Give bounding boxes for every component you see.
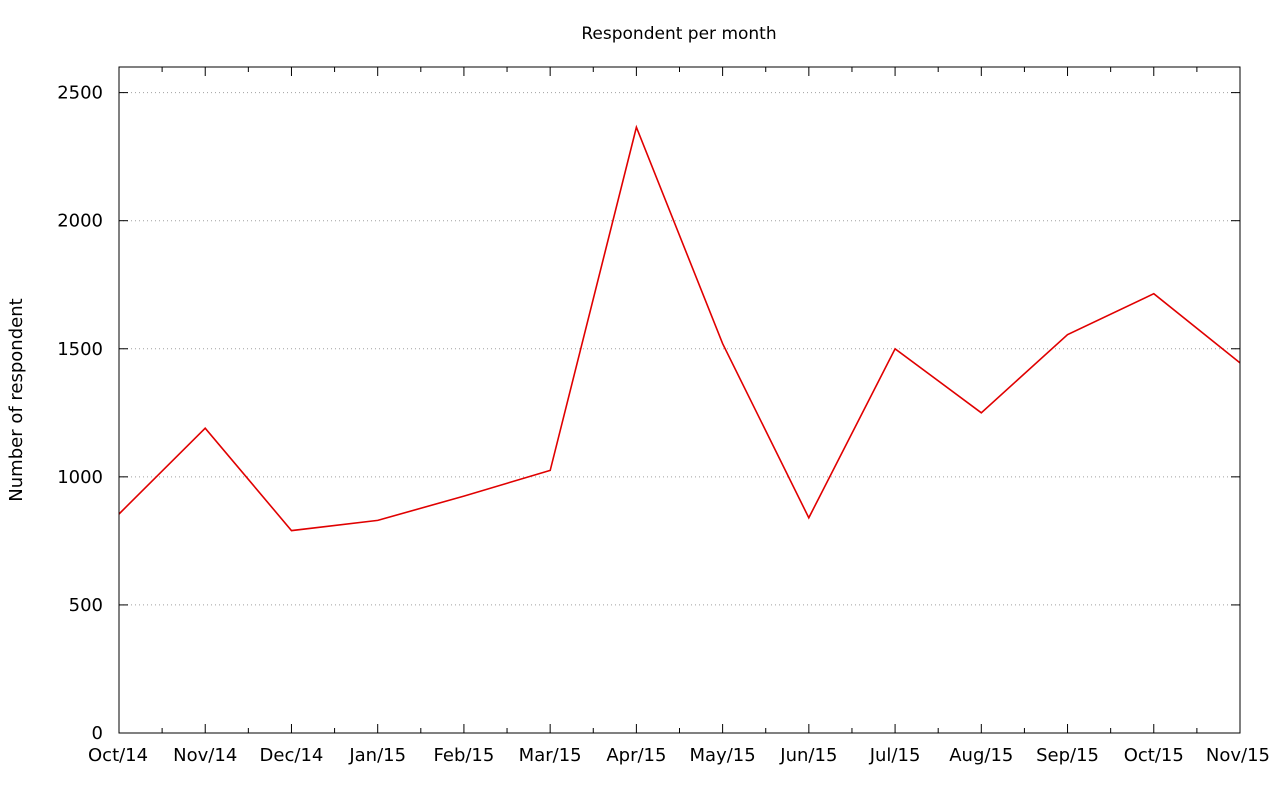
x-tick-label-3: Jan/15: [348, 745, 406, 766]
plot-frame: [118, 66, 1241, 734]
x-tick-label-5: Mar/15: [519, 745, 582, 766]
x-tick-label-7: May/15: [690, 745, 756, 766]
x-tick-label-11: Sep/15: [1036, 745, 1099, 766]
x-tick-label-13: Nov/15: [1206, 745, 1270, 766]
series-layer: [118, 124, 1241, 532]
y-tick-label-5: 2500: [57, 83, 103, 104]
y-tick-label-3: 1500: [57, 339, 103, 360]
x-tick-label-1: Nov/14: [173, 745, 237, 766]
x-tick-label-4: Feb/15: [434, 745, 495, 766]
series-line-0: [118, 124, 1241, 532]
y-tick-label-2: 1000: [57, 467, 103, 488]
y-tick-label-1: 500: [69, 595, 103, 616]
x-tick-label-6: Apr/15: [606, 745, 666, 766]
x-tick-label-9: Jul/15: [869, 745, 921, 766]
y-tick-label-0: 0: [92, 723, 103, 744]
y-axis-title: Number of respondent: [6, 298, 27, 501]
x-tick-label-0: Oct/14: [88, 745, 148, 766]
x-tick-label-10: Aug/15: [949, 745, 1013, 766]
x-tick-label-2: Dec/14: [260, 745, 324, 766]
x-tick-label-12: Oct/15: [1124, 745, 1184, 766]
chart-title: Respondent per month: [581, 24, 776, 44]
gridlines: [119, 92, 1240, 606]
y-axis-ticks: 0 500 1000 1500 2000 2500: [57, 83, 1240, 744]
x-axis-ticks: Oct/14 Nov/14 Dec/14 Jan/15 Feb/15 Mar/15 Apr/…: [88, 67, 1270, 766]
y-tick-label-4: 2000: [57, 211, 103, 232]
x-tick-label-8: Jun/15: [779, 745, 837, 766]
